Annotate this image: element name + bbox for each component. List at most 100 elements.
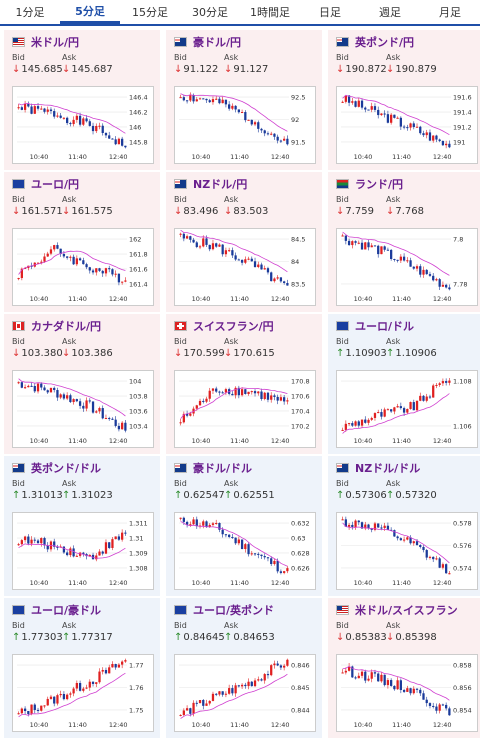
pair-name[interactable]: カナダドル/円	[31, 320, 102, 333]
pair-title[interactable]: 英ポンド/ドル	[12, 461, 101, 475]
currency-card[interactable]: 英ポンド/ドル Bid Ask ↑1.31013 ↑1.31023 1.311 1.31 1.…	[4, 456, 160, 596]
pair-name[interactable]: ランド/円	[355, 178, 404, 191]
tab-timeframe[interactable]: 5分足	[60, 0, 120, 24]
currency-card[interactable]: NZドル/円 Bid Ask ↓83.496 ↓83.503 84.5 84 83.5 10:4…	[166, 172, 322, 312]
pair-name[interactable]: ユーロ/円	[31, 178, 80, 191]
candle-body	[360, 242, 364, 250]
candle-body	[66, 552, 69, 556]
mini-chart[interactable]: 1.311 1.31 1.309 1.308 10:40 11:40 12:40	[12, 512, 154, 590]
pair-title[interactable]: ユーロ/ドル	[336, 319, 414, 333]
pair-name[interactable]: ユーロ/ドル	[355, 320, 415, 333]
ask-number: 83.503	[233, 206, 269, 217]
pair-title[interactable]: 米ドル/スイスフラン	[336, 603, 458, 617]
currency-card[interactable]: 米ドル/円 Bid Ask ↓145.685 ↓145.687 146.4 146.2 146…	[4, 30, 160, 170]
pair-title[interactable]: 豪ドル/ドル	[174, 461, 252, 475]
pair-title[interactable]: スイスフラン/円	[174, 319, 274, 333]
mini-chart[interactable]: 146.4 146.2 146 145.8 10:40 11:40 12:40	[12, 86, 154, 164]
pair-name[interactable]: ユーロ/豪ドル	[31, 604, 102, 617]
candle-body	[30, 385, 33, 387]
eu-flag-icon	[336, 321, 349, 331]
pair-title[interactable]: 米ドル/円	[12, 35, 79, 49]
mini-chart[interactable]: 0.858 0.856 0.854 10:40 11:40 12:40	[336, 654, 478, 732]
tab-timeframe[interactable]: 週足	[379, 6, 401, 19]
mini-chart[interactable]: 1.77 1.76 1.75 10:40 11:40 12:40	[12, 654, 154, 732]
mini-chart[interactable]: 0.578 0.576 0.574 10:40 11:40 12:40	[336, 512, 478, 590]
candle-body	[273, 560, 276, 565]
currency-card[interactable]: ランド/円 Bid Ask ↓7.759 ↓7.768 7.8 7.78 10:40 11:40…	[328, 172, 480, 312]
y-tick-label: 170.8	[291, 378, 310, 386]
pair-name[interactable]: 英ポンド/円	[355, 36, 415, 49]
currency-card[interactable]: 豪ドル/ドル Bid Ask ↑0.62547 ↑0.62551 0.632 0.63 0.6…	[166, 456, 322, 596]
candle-body	[95, 268, 98, 273]
candle-body	[104, 669, 108, 674]
candle-body	[367, 109, 370, 111]
pair-name[interactable]: 英ポンド/ドル	[31, 462, 102, 475]
tab-timeframe[interactable]: 1分足	[15, 6, 45, 19]
currency-card[interactable]: 英ポンド/円 Bid Ask ↓190.872 ↓190.879 191.6 191.4 19…	[328, 30, 480, 170]
candlestick-chart: 1.77 1.76 1.75 10:40 11:40 12:40	[17, 658, 143, 729]
ask-number: 0.57320	[395, 490, 437, 501]
tab-timeframe[interactable]: 1時間足	[250, 6, 290, 19]
arrow-up-icon: ↑	[12, 632, 21, 643]
pair-title[interactable]: NZドル/ドル	[336, 461, 420, 475]
pair-title[interactable]: ユーロ/円	[12, 177, 79, 191]
pair-title[interactable]: ユーロ/英ポンド	[174, 603, 274, 617]
candle-body	[347, 95, 351, 103]
pair-title[interactable]: ユーロ/豪ドル	[12, 603, 101, 617]
candle-body	[69, 256, 72, 258]
candle-body	[224, 693, 228, 695]
candle-body	[20, 107, 23, 110]
currency-card[interactable]: ユーロ/英ポンド Bid Ask ↑0.84645 ↑0.84653 0.846 0.845…	[166, 598, 322, 738]
currency-card[interactable]: 米ドル/スイスフラン Bid Ask ↓0.85383 ↓0.85398 0.858 0.8…	[328, 598, 480, 738]
mini-chart[interactable]: 1.108 1.106 10:40 11:40 12:40	[336, 370, 478, 448]
pair-title[interactable]: NZドル/円	[174, 177, 247, 191]
mini-chart[interactable]: 191.6 191.4 191.2 191 10:40 11:40 12:40	[336, 86, 478, 164]
candle-body	[360, 522, 364, 529]
candle-body	[46, 109, 49, 112]
candle-body	[205, 521, 208, 528]
mini-chart[interactable]: 170.8 170.6 170.4 170.2 10:40 11:40 12:40	[174, 370, 316, 448]
currency-card[interactable]: NZドル/ドル Bid Ask ↑0.57306 ↑0.57320 0.578 0.576 0…	[328, 456, 480, 596]
pair-title[interactable]: 英ポンド/円	[336, 35, 414, 49]
ask-label: Ask	[224, 195, 239, 204]
candle-body	[441, 564, 445, 568]
pair-name[interactable]: スイスフラン/円	[193, 320, 274, 333]
currency-card[interactable]: 豪ドル/円 Bid Ask ↓91.122 ↓91.127 92.5 92 91.5 10:40…	[166, 30, 322, 170]
mini-chart[interactable]: 0.632 0.63 0.628 0.626 10:40 11:40 12:40	[174, 512, 316, 590]
candle-body	[354, 677, 357, 679]
pair-name[interactable]: NZドル/円	[193, 178, 248, 191]
currency-card[interactable]: ユーロ/ドル Bid Ask ↑1.10903 ↑1.10906 1.108 1.106 10…	[328, 314, 480, 454]
tab-timeframe[interactable]: 日足	[319, 6, 341, 19]
pair-title[interactable]: 豪ドル/円	[174, 35, 241, 49]
pair-name[interactable]: ユーロ/英ポンド	[193, 604, 275, 617]
ask-number: 190.879	[395, 64, 437, 75]
candle-body	[192, 519, 195, 525]
tab-timeframe[interactable]: 15分足	[132, 6, 168, 19]
ch-flag-icon	[174, 321, 187, 331]
mini-chart[interactable]: 162 161.8 161.6 161.4 10:40 11:40 12:40	[12, 228, 154, 306]
tab-timeframe[interactable]: 月足	[439, 6, 461, 19]
y-tick-label: 0.632	[291, 520, 310, 528]
currency-card[interactable]: スイスフラン/円 Bid Ask ↓170.599 ↓170.615 170.8 170.6…	[166, 314, 322, 454]
mini-chart[interactable]: 92.5 92 91.5 10:40 11:40 12:40	[174, 86, 316, 164]
mini-chart[interactable]: 104 103.8 103.6 103.4 10:40 11:40 12:40	[12, 370, 154, 448]
mini-chart[interactable]: 84.5 84 83.5 10:40 11:40 12:40	[174, 228, 316, 306]
pair-name[interactable]: 豪ドル/ドル	[193, 462, 253, 475]
pair-name[interactable]: NZドル/ドル	[355, 462, 421, 475]
pair-title[interactable]: ランド/円	[336, 177, 403, 191]
y-tick-label: 1.76	[129, 684, 143, 692]
pair-name[interactable]: 豪ドル/円	[193, 36, 242, 49]
currency-card[interactable]: カナダドル/円 Bid Ask ↓103.380 ↓103.386 104 103.8 103…	[4, 314, 160, 454]
candle-body	[380, 527, 383, 529]
currency-card[interactable]: ユーロ/円 Bid Ask ↓161.571 ↓161.575 162 161.8 161.6…	[4, 172, 160, 312]
candle-body	[399, 538, 402, 541]
currency-card[interactable]: ユーロ/豪ドル Bid Ask ↑1.77303 ↑1.77317 1.77 1.76 1.7…	[4, 598, 160, 738]
tab-timeframe[interactable]: 30分足	[192, 6, 228, 19]
pair-name[interactable]: 米ドル/スイスフラン	[355, 604, 458, 617]
bid-value: ↑0.84645	[174, 632, 225, 643]
mini-chart[interactable]: 0.846 0.845 0.844 10:40 11:40 12:40	[174, 654, 316, 732]
candle-body	[36, 106, 40, 109]
mini-chart[interactable]: 7.8 7.78 10:40 11:40 12:40	[336, 228, 478, 306]
pair-name[interactable]: 米ドル/円	[31, 36, 80, 49]
pair-title[interactable]: カナダドル/円	[12, 319, 101, 333]
